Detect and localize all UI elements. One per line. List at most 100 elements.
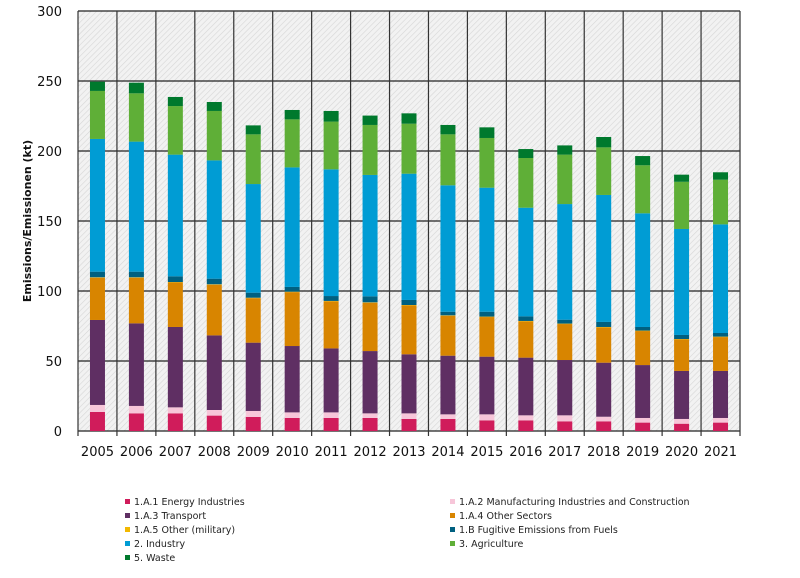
bar-segment-2005-3	[90, 278, 105, 320]
x-tick-label: 2018	[587, 445, 620, 460]
bar-segment-2019-7	[635, 165, 650, 213]
bar-segment-2012-1	[363, 413, 378, 418]
bar-segment-2005-8	[90, 82, 105, 91]
bar-segment-2005-0	[90, 412, 105, 431]
bar-segment-2013-7	[402, 124, 417, 174]
bar-segment-2009-3	[246, 298, 261, 343]
bar-segment-2020-3	[674, 339, 689, 371]
y-tick-label: 250	[37, 75, 62, 90]
x-tick-label: 2020	[665, 445, 698, 460]
bar-segment-2007-1	[168, 407, 183, 413]
bar-segment-2019-1	[635, 418, 650, 423]
bar-segment-2006-0	[129, 413, 144, 431]
bar-segment-2015-2	[479, 357, 494, 415]
bar-segment-2021-0	[713, 423, 728, 431]
bar-segment-2014-5	[440, 312, 455, 316]
bar-segment-2008-6	[207, 160, 222, 278]
bar-segment-2007-0	[168, 413, 183, 431]
bar-segment-2008-1	[207, 410, 222, 416]
legend-swatch	[450, 527, 455, 532]
y-tick-label: 50	[45, 355, 62, 370]
bar-segment-2017-2	[557, 360, 572, 415]
bar-segment-2009-1	[246, 411, 261, 417]
bar-segment-2006-5	[129, 272, 144, 278]
bar-segment-2015-3	[479, 317, 494, 357]
bar-segment-2016-3	[518, 321, 533, 357]
bar-segment-2017-5	[557, 320, 572, 324]
bar-segment-2007-5	[168, 276, 183, 282]
bar-segment-2011-7	[324, 122, 339, 170]
bar-segment-2021-1	[713, 418, 728, 423]
bar-segment-2019-3	[635, 331, 650, 365]
x-tick-label: 2008	[198, 445, 231, 460]
bar-segment-2016-1	[518, 415, 533, 420]
bar-segment-2018-2	[596, 363, 611, 417]
bar-segment-2015-7	[479, 138, 494, 188]
bar-segment-2012-6	[363, 175, 378, 296]
legend-label: 1.A.4 Other Sectors	[459, 511, 552, 522]
bar-segment-2011-0	[324, 418, 339, 431]
bar-segment-2013-5	[402, 300, 417, 305]
y-tick-label: 100	[37, 285, 62, 300]
bar-segment-2014-1	[440, 414, 455, 419]
bar-segment-2017-6	[557, 204, 572, 320]
legend-swatch	[125, 541, 130, 546]
bar-segment-2008-3	[207, 285, 222, 336]
bar-segment-2012-8	[363, 116, 378, 125]
bar-segment-2010-6	[285, 167, 300, 287]
x-tick-label: 2013	[392, 445, 425, 460]
bar-segment-2009-7	[246, 134, 261, 184]
bar-segment-2021-2	[713, 371, 728, 418]
bar-segment-2014-6	[440, 185, 455, 311]
bar-segment-2015-1	[479, 414, 494, 420]
x-tick-label: 2005	[81, 445, 114, 460]
bar-segment-2013-6	[402, 174, 417, 300]
bar-segment-2011-5	[324, 296, 339, 301]
legend-swatch	[125, 499, 130, 504]
bar-segment-2016-2	[518, 358, 533, 416]
bar-segment-2017-1	[557, 415, 572, 421]
bar-segment-2020-7	[674, 182, 689, 229]
y-tick-label: 300	[37, 5, 62, 20]
bar-segment-2014-8	[440, 125, 455, 134]
bar-segment-2012-3	[363, 303, 378, 351]
bar-segment-2006-3	[129, 278, 144, 324]
bar-segment-2013-8	[402, 113, 417, 123]
bar-segment-2018-1	[596, 417, 611, 422]
bar-segment-2009-2	[246, 343, 261, 411]
y-tick-label: 150	[37, 215, 62, 230]
bar-segment-2008-7	[207, 111, 222, 160]
bar-segment-2007-7	[168, 106, 183, 155]
bar-segment-2019-8	[635, 156, 650, 165]
bar-segment-2007-6	[168, 155, 183, 277]
bar-segment-2015-5	[479, 312, 494, 317]
bar-segment-2005-7	[90, 91, 105, 139]
x-tick-label: 2009	[237, 445, 270, 460]
y-tick-label: 0	[54, 425, 62, 440]
bar-segment-2021-7	[713, 180, 728, 225]
bar-segment-2009-0	[246, 417, 261, 431]
x-tick-label: 2015	[470, 445, 503, 460]
x-tick-label: 2011	[315, 445, 348, 460]
bar-segment-2008-2	[207, 335, 222, 410]
legend-label: 2. Industry	[134, 539, 186, 550]
bar-segment-2020-6	[674, 229, 689, 335]
legend-swatch	[450, 513, 455, 518]
bar-segment-2006-1	[129, 406, 144, 413]
bar-segment-2011-3	[324, 301, 339, 348]
bar-segment-2018-8	[596, 137, 611, 147]
bar-segment-2020-8	[674, 175, 689, 182]
legend-swatch	[125, 513, 130, 518]
bar-segment-2009-6	[246, 184, 261, 293]
bar-segment-2007-2	[168, 327, 183, 407]
y-axis-label: Emissions/Emissionen (kt)	[21, 140, 34, 302]
bar-segment-2016-8	[518, 149, 533, 158]
bar-segment-2019-0	[635, 423, 650, 431]
bar-segment-2018-5	[596, 322, 611, 327]
bar-segment-2017-3	[557, 324, 572, 360]
bar-segment-2010-0	[285, 418, 300, 431]
bar-segment-2012-7	[363, 125, 378, 175]
bar-segment-2006-2	[129, 323, 144, 406]
